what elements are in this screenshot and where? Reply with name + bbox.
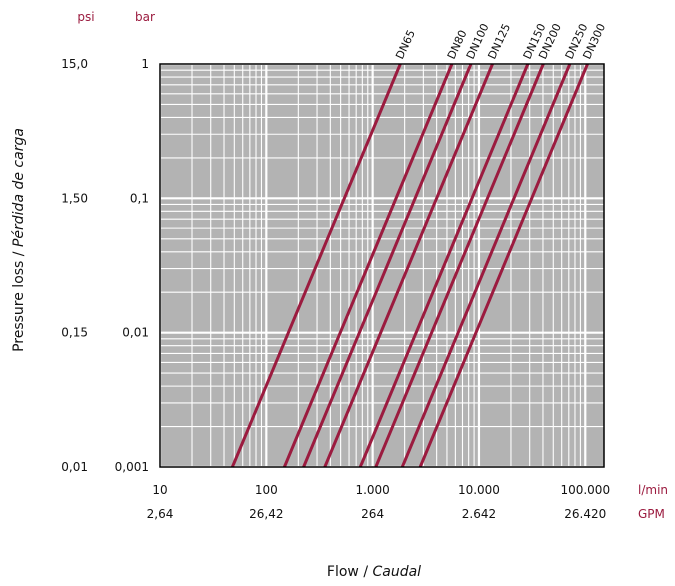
minor-grid — [160, 64, 604, 467]
series-label-dn65: DN65 — [393, 28, 418, 61]
series-line-dn80 — [283, 63, 454, 468]
y-axis-title-main: Pressure loss / — [11, 247, 27, 352]
x-tick-label-lmin: 1.000 — [355, 483, 389, 497]
y-axis-ticks: 1 15,0 0,1 1,50 0,01 0,15 0,001 0,01 — [61, 57, 149, 474]
x-tick-label-gpm: 26.420 — [564, 507, 606, 521]
series-line-dn125 — [323, 63, 494, 468]
x-axis-title: Flow / Caudal — [327, 564, 421, 580]
y-tick-label-psi: 1,50 — [61, 191, 88, 205]
y-axis-title-italic: Pérdida de carga — [11, 128, 27, 247]
x-axis-ticks: 10 2,64 100 26,42 1.000 264 10.000 2.642 100.000… — [147, 483, 610, 521]
x-axis-title-italic: Caudal — [372, 564, 421, 580]
y-tick-label-psi: 0,01 — [61, 460, 88, 474]
x-unit-lmin: l/min — [638, 483, 668, 497]
y-tick-label-psi: 15,0 — [61, 57, 88, 71]
y-tick-label-bar: 0,01 — [122, 326, 149, 340]
x-tick-label-gpm: 2.642 — [462, 507, 496, 521]
x-tick-label-gpm: 264 — [361, 507, 384, 521]
x-tick-label-lmin: 10.000 — [458, 483, 500, 497]
series-line-dn65 — [231, 63, 402, 468]
series-line-dn100 — [302, 63, 473, 468]
series-line-dn300 — [418, 63, 589, 468]
y-tick-label-bar: 0,001 — [115, 460, 149, 474]
series-lines — [231, 63, 589, 468]
x-unit-gpm: GPM — [638, 507, 665, 521]
y-tick-label-bar: 1 — [141, 57, 149, 71]
plot-frame — [159, 63, 605, 468]
x-tick-label-lmin: 100 — [255, 483, 278, 497]
y-tick-label-psi: 0,15 — [61, 326, 88, 340]
x-tick-label-lmin: 10 — [152, 483, 167, 497]
x-tick-label-gpm: 2,64 — [147, 507, 174, 521]
y-tick-label-bar: 0,1 — [130, 191, 149, 205]
plot-area — [160, 64, 604, 467]
series-line-dn150 — [358, 63, 530, 468]
series-line-dn200 — [374, 63, 545, 468]
x-tick-label-lmin: 100.000 — [560, 483, 610, 497]
y-axis-title: Pressure loss / Pérdida de carga — [11, 128, 27, 352]
x-axis-title-main: Flow / — [327, 564, 373, 580]
y-unit-bar: bar — [135, 10, 155, 24]
series-line-dn250 — [400, 63, 572, 468]
x-tick-label-gpm: 26,42 — [249, 507, 283, 521]
y-unit-psi: psi — [77, 10, 94, 24]
